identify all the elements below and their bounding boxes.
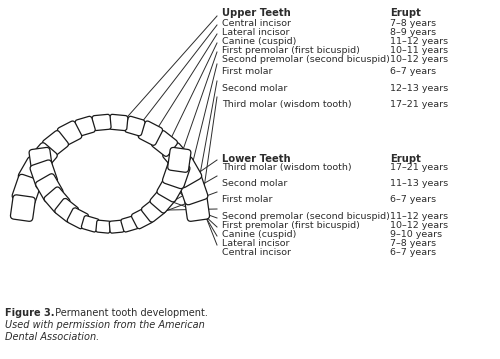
FancyBboxPatch shape — [142, 198, 166, 222]
Text: 17–21 years: 17–21 years — [390, 100, 448, 109]
FancyBboxPatch shape — [42, 131, 68, 157]
Text: 11–12 years: 11–12 years — [390, 37, 448, 46]
FancyBboxPatch shape — [110, 220, 124, 233]
FancyBboxPatch shape — [121, 216, 138, 232]
Text: Figure 3.: Figure 3. — [5, 308, 54, 318]
Text: First molar: First molar — [222, 67, 272, 76]
Text: Third molar (wisdom tooth): Third molar (wisdom tooth) — [222, 163, 352, 172]
Text: 11–12 years: 11–12 years — [390, 212, 448, 221]
Text: 9–10 years: 9–10 years — [390, 230, 442, 239]
Text: 7–8 years: 7–8 years — [390, 239, 436, 248]
FancyBboxPatch shape — [96, 220, 110, 233]
Text: First premolar (first bicuspid): First premolar (first bicuspid) — [222, 221, 360, 230]
FancyBboxPatch shape — [92, 115, 111, 131]
Text: 10–12 years: 10–12 years — [390, 55, 448, 64]
Text: 17–21 years: 17–21 years — [390, 163, 448, 172]
FancyBboxPatch shape — [178, 174, 208, 205]
Text: Third molar (wisdom tooth): Third molar (wisdom tooth) — [222, 100, 352, 109]
Text: Canine (cuspid): Canine (cuspid) — [222, 230, 296, 239]
Text: 10–12 years: 10–12 years — [390, 221, 448, 230]
Text: Erupt: Erupt — [390, 154, 421, 164]
Text: Central incisor: Central incisor — [222, 19, 291, 28]
FancyBboxPatch shape — [132, 208, 153, 229]
FancyBboxPatch shape — [150, 187, 176, 213]
Text: 10–11 years: 10–11 years — [390, 46, 448, 55]
FancyBboxPatch shape — [18, 157, 49, 188]
Text: Second molar: Second molar — [222, 84, 288, 93]
FancyBboxPatch shape — [10, 195, 35, 221]
Text: Second premolar (second bicuspid): Second premolar (second bicuspid) — [222, 55, 390, 64]
FancyBboxPatch shape — [29, 148, 52, 172]
Text: Permanent tooth development.: Permanent tooth development. — [52, 308, 211, 318]
FancyBboxPatch shape — [168, 148, 191, 172]
FancyBboxPatch shape — [109, 115, 128, 131]
FancyBboxPatch shape — [54, 198, 78, 222]
FancyBboxPatch shape — [75, 116, 96, 136]
Text: Upper Teeth: Upper Teeth — [222, 8, 291, 18]
Text: 7–8 years: 7–8 years — [390, 19, 436, 28]
FancyBboxPatch shape — [162, 160, 190, 188]
FancyBboxPatch shape — [124, 116, 145, 136]
Text: 11–13 years: 11–13 years — [390, 179, 448, 188]
FancyBboxPatch shape — [36, 174, 63, 202]
Text: 6–7 years: 6–7 years — [390, 195, 436, 204]
Text: Erupt: Erupt — [390, 8, 421, 18]
Text: 12–13 years: 12–13 years — [390, 84, 448, 93]
Text: Second molar: Second molar — [222, 179, 288, 188]
FancyBboxPatch shape — [58, 121, 82, 145]
FancyBboxPatch shape — [44, 187, 70, 213]
FancyBboxPatch shape — [12, 174, 42, 205]
FancyBboxPatch shape — [30, 160, 58, 188]
Text: Second premolar (second bicuspid): Second premolar (second bicuspid) — [222, 212, 390, 221]
FancyBboxPatch shape — [185, 195, 210, 221]
Text: Used with permission from the American
Dental Association.: Used with permission from the American D… — [5, 320, 205, 342]
Text: Lateral incisor: Lateral incisor — [222, 239, 290, 248]
Text: 6–7 years: 6–7 years — [390, 248, 436, 257]
Text: Canine (cuspid): Canine (cuspid) — [222, 37, 296, 46]
Text: Lateral incisor: Lateral incisor — [222, 28, 290, 37]
FancyBboxPatch shape — [82, 216, 99, 232]
Text: 6–7 years: 6–7 years — [390, 67, 436, 76]
FancyBboxPatch shape — [162, 143, 190, 171]
FancyBboxPatch shape — [157, 174, 184, 202]
Text: First molar: First molar — [222, 195, 272, 204]
FancyBboxPatch shape — [152, 131, 178, 157]
Text: Lower Teeth: Lower Teeth — [222, 154, 290, 164]
FancyBboxPatch shape — [67, 208, 88, 229]
FancyBboxPatch shape — [171, 157, 202, 188]
FancyBboxPatch shape — [138, 121, 162, 145]
Text: Central incisor: Central incisor — [222, 248, 291, 257]
Text: First premolar (first bicuspid): First premolar (first bicuspid) — [222, 46, 360, 55]
FancyBboxPatch shape — [30, 143, 58, 171]
Text: 8–9 years: 8–9 years — [390, 28, 436, 37]
